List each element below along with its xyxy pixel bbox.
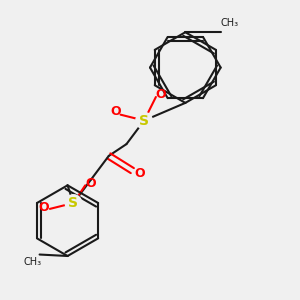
Text: O: O <box>155 88 166 100</box>
Text: O: O <box>39 201 49 214</box>
Circle shape <box>136 112 152 129</box>
Text: O: O <box>134 167 145 180</box>
Text: S: S <box>68 196 78 210</box>
Circle shape <box>65 195 82 211</box>
Text: O: O <box>86 177 96 190</box>
Text: CH₃: CH₃ <box>220 18 238 28</box>
Text: S: S <box>139 114 149 128</box>
Text: CH₃: CH₃ <box>23 257 41 267</box>
Text: O: O <box>111 105 122 118</box>
